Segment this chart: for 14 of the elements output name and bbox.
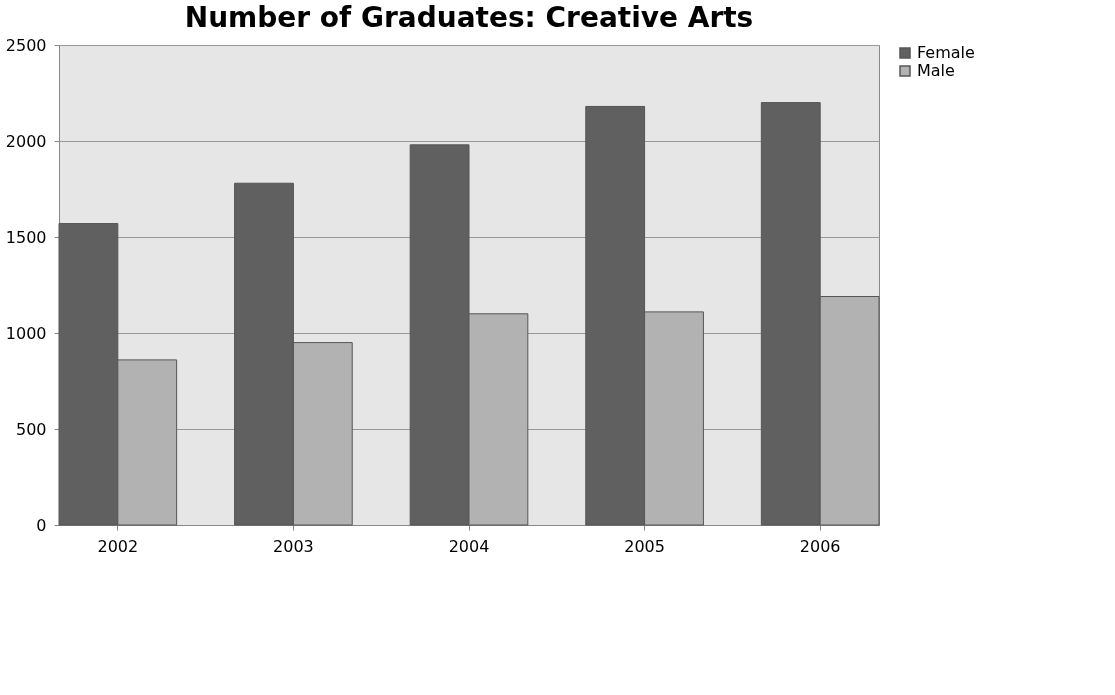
x-tick-label: 2004: [448, 536, 490, 556]
y-tick-label: 2500: [5, 35, 47, 55]
y-tick-label: 1000: [5, 323, 47, 343]
x-tick-label: 2005: [624, 536, 665, 556]
x-tick-label: 2002: [97, 536, 139, 556]
x-tick-label: 2003: [273, 536, 314, 556]
legend-label: Female: [917, 43, 975, 62]
y-tick-label: 0: [36, 515, 47, 535]
x-tick-label: 2006: [799, 536, 841, 556]
y-tick-label: 1500: [5, 227, 47, 247]
legend-label: Male: [917, 61, 955, 80]
chart-title: Number of Graduates: Creative Arts: [184, 1, 754, 34]
y-tick-label: 500: [15, 419, 47, 439]
y-tick-label: 2000: [5, 131, 47, 151]
